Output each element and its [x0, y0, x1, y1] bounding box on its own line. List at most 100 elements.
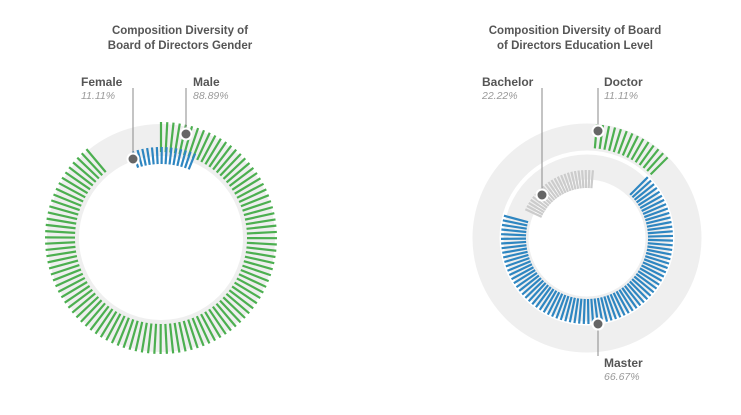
label-male-name: Male: [193, 75, 220, 89]
label-doctor-value: 11.11%: [604, 90, 639, 102]
master-bars-tick: [645, 251, 671, 261]
male-bars-tick: [85, 148, 107, 173]
male-bars-tick: [242, 200, 272, 212]
doctor-bars-tick: [646, 152, 664, 172]
male-bars-tick: [45, 241, 76, 245]
male-bars-tick: [46, 250, 77, 258]
master-bars-tick: [515, 271, 538, 289]
female-bars-tick: [172, 148, 178, 166]
master-bars-tick: [573, 298, 580, 324]
bachelor-bars-tick: [530, 198, 547, 211]
male-bars-tick: [236, 277, 264, 294]
master-bars-tick: [510, 266, 534, 281]
male-bars-tick: [55, 187, 84, 203]
master-bars-tick: [596, 297, 604, 323]
male-bars-tick: [204, 311, 222, 339]
gender-chart-title-line-2: Board of Directors Gender: [107, 40, 253, 52]
male-bars-tick: [187, 319, 199, 349]
bachelor-bars-tick: [526, 205, 544, 216]
education-donut-chart: [472, 88, 702, 356]
master-bars-tick: [633, 275, 655, 294]
male-bars-tick: [204, 138, 222, 165]
male-bars-tick: [64, 171, 91, 191]
master-bars-tick: [635, 186, 658, 204]
label-bachelor-name: Bachelor: [482, 75, 534, 89]
male-bars-tick: [80, 152, 104, 176]
label-male-value: 88.89%: [193, 90, 229, 102]
male-bars-tick: [196, 132, 211, 161]
master-bars-tick: [538, 288, 555, 311]
male-bars-tick: [246, 224, 277, 230]
master-bars-tick: [641, 264, 665, 278]
master-bars-tick: [633, 183, 655, 201]
master-bars-tick: [639, 267, 663, 282]
male-bars-tick: [110, 315, 126, 344]
female-bars: [131, 146, 197, 170]
male-bars-tick: [49, 205, 79, 216]
bachelor-marker: [535, 188, 549, 202]
female-bars-tick: [150, 147, 155, 165]
master-bars-tick: [521, 277, 542, 296]
male-bars-tick: [45, 230, 76, 234]
male-bars-tick: [246, 241, 277, 246]
label-master: Master 66.67%: [604, 356, 643, 384]
bachelor-bars-tick: [570, 171, 577, 190]
male-bars-tick: [238, 273, 267, 288]
bachelor-bars-tick: [573, 170, 580, 189]
doctor-bars-tick: [608, 127, 617, 152]
bachelor-bars-tick: [587, 170, 591, 189]
label-female: Female 11.11%: [81, 75, 122, 103]
male-bars-tick: [222, 157, 247, 180]
master-bars-tick: [555, 294, 567, 319]
master-bars-tick: [504, 253, 529, 263]
female-bars-tick: [176, 149, 183, 167]
bachelor-bars-tick: [590, 170, 595, 189]
male-bars-tick: [173, 322, 181, 353]
master-bars-tick: [501, 244, 527, 250]
master-bars-tick: [535, 286, 552, 308]
master-bars-tick: [644, 255, 670, 265]
bachelor-bars-tick: [560, 174, 569, 193]
male-bars-tick: [215, 148, 238, 174]
male-bars-tick: [46, 217, 77, 225]
master-bars-tick: [527, 282, 547, 302]
master-bars-tick: [642, 203, 667, 215]
male-bars-tick: [234, 177, 262, 195]
label-doctor: Doctor 11.11%: [604, 75, 643, 103]
female-bars-tick: [136, 149, 144, 167]
bachelor-bars-tick: [563, 173, 572, 192]
female-bars-tick: [183, 151, 192, 169]
master-bars-tick: [629, 176, 649, 196]
female-marker: [126, 152, 140, 166]
bachelor-bars-tick: [566, 172, 575, 191]
male-bars-tick: [47, 211, 78, 221]
doctor-bars-tick: [649, 156, 669, 176]
master-bars-tick: [647, 245, 673, 252]
male-bars-tick: [50, 199, 81, 212]
male-bars-tick: [94, 308, 114, 335]
bachelor-bars-tick: [532, 196, 548, 209]
master-bars-tick: [551, 293, 564, 318]
male-bars-tick: [47, 254, 78, 264]
master-bars-tick: [518, 274, 540, 292]
master-bars-tick: [635, 273, 658, 290]
master-bars-tick: [502, 219, 528, 227]
master-bars-tick: [647, 238, 673, 242]
master-bars-tick: [639, 194, 663, 209]
education-outer-track: [472, 123, 702, 353]
male-bars-tick: [219, 299, 242, 324]
male-bars-tick: [246, 230, 277, 235]
male-bars-tick: [48, 259, 79, 270]
master-bars-tick: [645, 211, 670, 222]
master-bars-tick: [637, 190, 661, 207]
master-bars-tick: [531, 284, 550, 306]
doctor-bars-tick: [626, 135, 639, 158]
male-bars-tick: [244, 212, 275, 221]
label-doctor-name: Doctor: [604, 75, 643, 89]
male-bars-tick: [208, 308, 227, 335]
gender-chart-title: Composition Diversity of Board of Directo…: [60, 24, 300, 54]
male-bars-tick: [195, 315, 211, 344]
male-bars-tick: [245, 250, 276, 259]
male-bars-tick: [164, 323, 168, 354]
male-bars-tick: [215, 302, 237, 328]
